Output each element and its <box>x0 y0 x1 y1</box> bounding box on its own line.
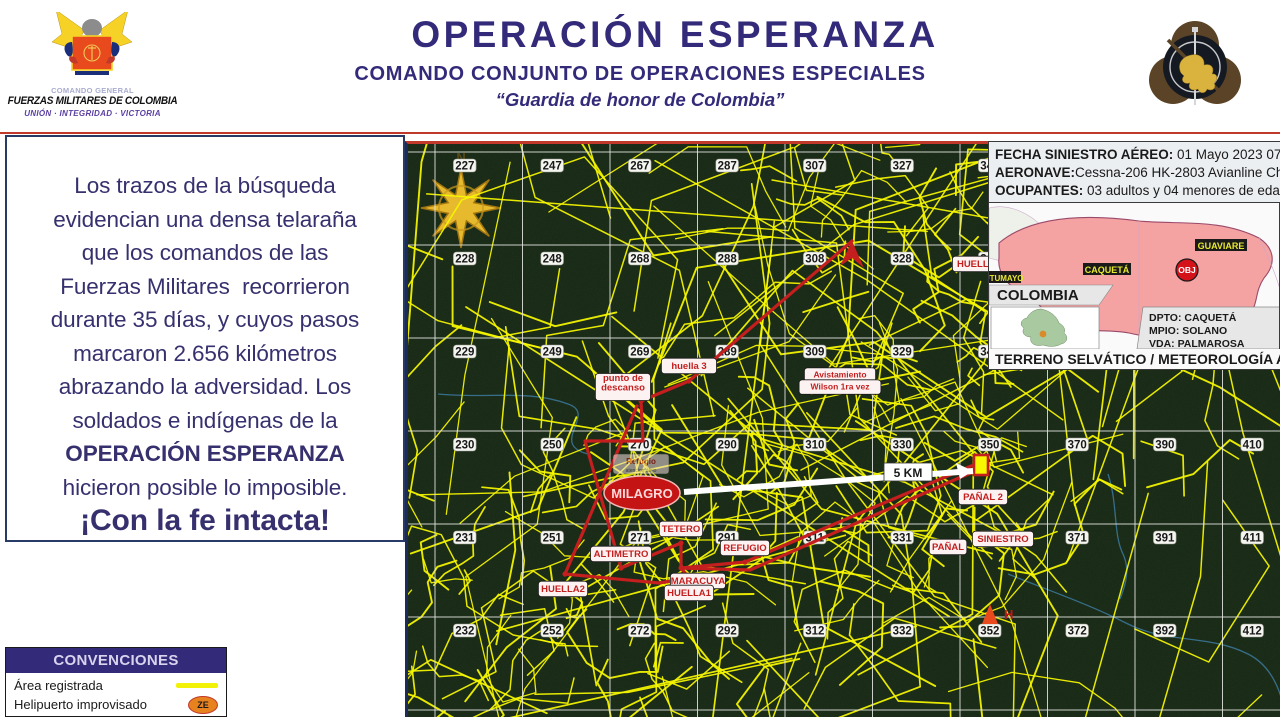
svg-text:287: 287 <box>718 161 737 173</box>
svg-text:309: 309 <box>805 347 824 359</box>
svg-text:350: 350 <box>980 440 999 452</box>
svg-text:PAÑAL: PAÑAL <box>932 542 964 553</box>
svg-text:411: 411 <box>1243 533 1262 545</box>
svg-text:332: 332 <box>893 626 912 638</box>
svg-text:310: 310 <box>805 440 824 452</box>
svg-text:232: 232 <box>455 626 474 638</box>
svg-text:ALTIMETRO: ALTIMETRO <box>594 549 649 560</box>
svg-text:COLOMBIA: COLOMBIA <box>997 287 1079 304</box>
svg-text:391: 391 <box>1155 533 1175 545</box>
svg-text:271: 271 <box>630 533 650 545</box>
svg-text:atencion alejo: atencion alejo <box>626 468 657 474</box>
svg-text:huella 3: huella 3 <box>671 361 706 372</box>
svg-text:Wilson 1ra vez: Wilson 1ra vez <box>811 382 870 392</box>
svg-text:MPIO: SOLANO: MPIO: SOLANO <box>1149 325 1227 337</box>
svg-text:230: 230 <box>455 440 474 452</box>
svg-text:312: 312 <box>805 626 824 638</box>
svg-text:231: 231 <box>455 533 475 545</box>
svg-text:268: 268 <box>630 254 650 266</box>
svg-text:249: 249 <box>543 347 562 359</box>
svg-text:328: 328 <box>893 254 913 266</box>
svg-text:392: 392 <box>1155 626 1174 638</box>
svg-text:370: 370 <box>1068 440 1087 452</box>
svg-text:247: 247 <box>543 161 562 173</box>
svg-text:HUELLA1: HUELLA1 <box>667 588 712 599</box>
svg-text:HUELLA2: HUELLA2 <box>541 584 585 595</box>
svg-text:229: 229 <box>455 347 474 359</box>
svg-text:CAQUETÁ: CAQUETÁ <box>1085 265 1130 275</box>
svg-text:269: 269 <box>630 347 649 359</box>
svg-text:331: 331 <box>893 533 913 545</box>
svg-text:290: 290 <box>718 440 737 452</box>
svg-text:250: 250 <box>543 440 562 452</box>
svg-text:327: 327 <box>893 161 912 173</box>
svg-text:OBJ: OBJ <box>1178 265 1196 275</box>
svg-text:372: 372 <box>1068 626 1087 638</box>
svg-text:H: H <box>1004 607 1013 622</box>
svg-text:330: 330 <box>893 440 912 452</box>
svg-text:TETERO: TETERO <box>662 524 701 535</box>
svg-text:292: 292 <box>718 626 737 638</box>
svg-text:Avistamiento: Avistamiento <box>813 370 866 380</box>
svg-text:410: 410 <box>1243 440 1262 452</box>
svg-text:307: 307 <box>805 161 824 173</box>
svg-text:REFUGIO: REFUGIO <box>723 543 766 554</box>
svg-text:272: 272 <box>630 626 649 638</box>
svg-text:329: 329 <box>893 347 912 359</box>
svg-text:248: 248 <box>543 254 563 266</box>
svg-text:SINIESTRO: SINIESTRO <box>977 534 1028 545</box>
svg-text:descanso: descanso <box>601 383 645 394</box>
svg-text:288: 288 <box>718 254 738 266</box>
svg-text:DPTO: CAQUETÁ: DPTO: CAQUETÁ <box>1149 311 1237 324</box>
svg-text:352: 352 <box>980 626 999 638</box>
svg-text:MILAGRO: MILAGRO <box>611 486 672 501</box>
svg-text:252: 252 <box>543 626 562 638</box>
svg-text:267: 267 <box>630 161 649 173</box>
svg-text:GUAVIARE: GUAVIARE <box>1198 241 1245 251</box>
svg-text:308: 308 <box>805 254 825 266</box>
svg-text:390: 390 <box>1155 440 1174 452</box>
svg-text:Refugio: Refugio <box>626 457 656 466</box>
svg-text:PAÑAL 2: PAÑAL 2 <box>963 492 1003 503</box>
svg-text:412: 412 <box>1243 626 1262 638</box>
svg-text:PUTUMAYO: PUTUMAYO <box>989 274 1024 283</box>
svg-text:5 KM: 5 KM <box>894 466 923 480</box>
svg-text:251: 251 <box>543 533 563 545</box>
svg-text:227: 227 <box>455 161 474 173</box>
svg-text:228: 228 <box>455 254 475 266</box>
svg-text:371: 371 <box>1068 533 1088 545</box>
